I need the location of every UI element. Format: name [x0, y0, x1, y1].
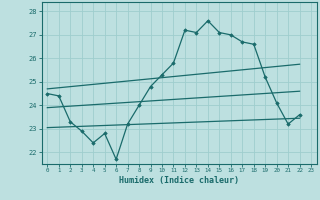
X-axis label: Humidex (Indice chaleur): Humidex (Indice chaleur): [119, 176, 239, 185]
